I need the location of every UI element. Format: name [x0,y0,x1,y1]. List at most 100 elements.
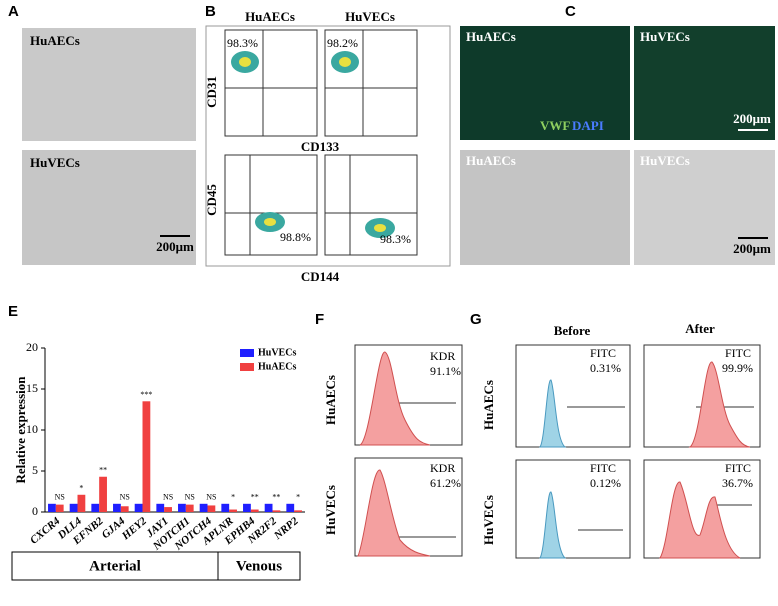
significance-label: * [296,493,300,502]
stain-label: DAPI [572,118,604,133]
marker-label: KDR [430,461,455,475]
panel-letter: G [470,311,482,328]
micrograph [22,150,196,265]
row-label: HuAECs [323,375,338,425]
row-label: HuVECs [481,495,496,545]
significance-label: NS [120,493,130,502]
bar [207,505,216,512]
bar [156,503,165,512]
significance-label: NS [185,493,195,502]
histogram [539,379,567,448]
marker-value: 0.12% [590,476,621,490]
bar [178,503,186,512]
image-label: HuVECs [640,29,690,44]
legend-swatch [240,349,254,357]
legend-swatch [240,363,254,371]
group-table [11,551,301,581]
marker-value: 36.7% [722,476,753,490]
bar [250,509,259,512]
panel-letter: A [8,3,19,20]
stain-label: VWF [540,118,570,133]
axis-label: CD133 [301,139,340,154]
bar [142,401,151,512]
flow-plots [224,29,418,256]
scale-label: 200μm [733,241,771,256]
y-tick-label: 15 [26,381,38,395]
histogram [359,351,431,446]
percent-label: 98.8% [280,230,311,244]
marker-label: FITC [725,346,751,360]
percent-label: 98.3% [380,232,411,246]
row-label: HuAECs [481,380,496,430]
panel-letter: B [205,3,216,20]
significance-label: NS [163,493,173,502]
marker-value: 91.1% [430,364,461,378]
scale-label: 200μm [156,239,194,254]
bar [120,506,129,512]
significance-label: ** [99,466,107,475]
y-tick-label: 20 [26,340,38,354]
bar [199,503,208,512]
axis-label: CD45 [204,184,219,216]
scale-label: 200μm [733,111,771,126]
marker-label: KDR [430,349,455,363]
x-tick-label: NRP2 [271,515,301,543]
row-label: HuVECs [323,485,338,535]
group-label: Venous [236,558,282,574]
significance-label: ** [272,493,280,502]
bar [48,503,56,512]
significance-label: * [79,484,83,493]
panel-letter: C [565,3,576,20]
image-label: HuVECs [640,153,690,168]
marker-value: 0.31% [590,361,621,375]
legend-label: HuVECs [258,347,296,358]
histogram [659,481,741,559]
y-tick-label: 0 [32,504,38,518]
histogram [357,469,431,557]
bar [286,503,295,512]
significance-label: NS [206,493,216,502]
histogram [539,491,567,559]
y-axis-label: Relative expression [13,376,28,484]
bar [164,507,172,512]
panel-frame [205,25,451,267]
column-label: HuAECs [245,9,295,24]
bar [272,510,281,512]
percent-label: 98.2% [327,36,358,50]
fluorescence-image [634,26,775,140]
bar [264,503,273,512]
column-label: HuVECs [345,9,395,24]
axis-label: CD144 [301,269,340,284]
percent-label: 98.3% [227,36,258,50]
image-label: HuAECs [466,29,516,44]
marker-label: FITC [590,346,616,360]
bar [221,503,230,512]
column-label: After [685,321,715,336]
histogram [688,361,751,448]
y-tick-label: 10 [26,422,38,436]
y-tick-label: 5 [32,463,38,477]
significance-label: *** [140,390,152,399]
image-label: HuAECs [466,153,516,168]
micrograph [460,150,630,265]
bar [294,510,302,512]
bar [185,504,194,512]
column-label: Before [554,323,591,338]
group-label: Arterial [89,558,141,574]
significance-label: * [231,493,235,502]
marker-value: 99.9% [722,361,753,375]
dot-clusters [231,51,395,238]
bar [91,503,100,512]
marker-label: FITC [725,461,751,475]
micrograph [22,28,196,141]
micrograph [634,150,775,265]
significance-label: ** [251,493,259,502]
bar [113,503,121,512]
fluorescence-image [460,26,630,140]
axis-label: CD31 [204,76,219,108]
image-label: HuAECs [30,33,80,48]
legend-label: HuAECs [258,361,296,372]
marker-label: FITC [590,461,616,475]
bar [69,503,78,512]
